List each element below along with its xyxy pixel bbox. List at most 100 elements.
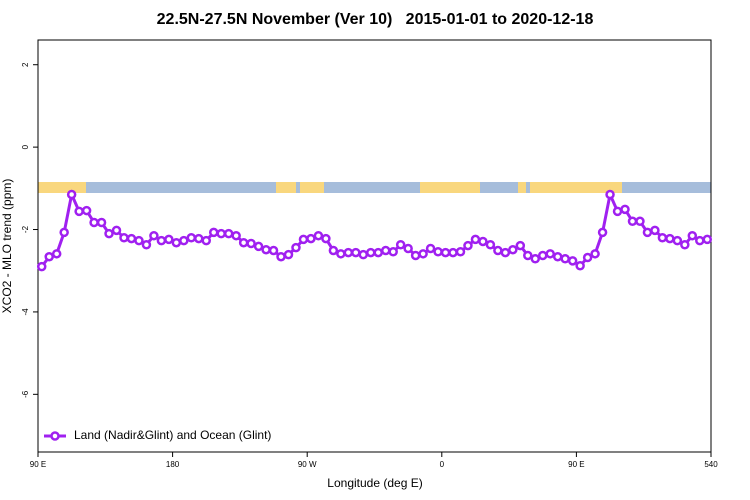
series — [36, 189, 713, 272]
y-axis-label: XCO2 - MLO trend (ppm) — [0, 179, 14, 314]
point — [567, 256, 578, 266]
land-patch — [420, 182, 480, 193]
point — [695, 235, 705, 246]
legend-entry: Land (Nadir&Glint) and Ocean (Glint) — [44, 428, 271, 442]
y-tick-label: 2 — [21, 62, 30, 67]
point — [358, 249, 369, 260]
y-tick-label: 0 — [21, 144, 30, 149]
point — [493, 245, 503, 256]
y-tick-label: -2 — [21, 225, 30, 233]
point — [687, 230, 698, 241]
point — [657, 233, 668, 243]
point — [680, 240, 690, 250]
land-patch — [38, 182, 86, 193]
point — [366, 247, 376, 258]
point — [141, 240, 152, 250]
point — [238, 237, 249, 248]
point — [164, 234, 174, 245]
point — [321, 233, 331, 244]
point — [96, 217, 107, 228]
point — [478, 236, 488, 247]
point — [485, 240, 496, 250]
point — [552, 251, 563, 262]
point — [403, 243, 413, 254]
point — [208, 227, 219, 238]
point — [612, 206, 623, 217]
point — [291, 242, 301, 253]
point — [523, 250, 533, 261]
point — [665, 233, 675, 244]
x-axis-label: Longitude (deg E) — [327, 476, 422, 490]
point — [702, 234, 713, 245]
point — [620, 204, 630, 215]
land-mask — [38, 182, 711, 193]
point — [253, 241, 264, 252]
point — [231, 230, 241, 241]
legend-marker — [50, 431, 60, 441]
point — [418, 249, 428, 259]
y-tick-label: -6 — [21, 390, 30, 398]
point — [463, 240, 473, 251]
x-tick-label: 540 — [704, 460, 718, 469]
point — [560, 254, 570, 264]
point — [440, 247, 451, 258]
point — [246, 238, 256, 249]
point — [351, 247, 361, 258]
point — [59, 227, 69, 238]
point — [410, 250, 421, 261]
point — [111, 225, 122, 236]
point — [306, 233, 316, 244]
point — [104, 228, 114, 239]
point — [283, 249, 294, 260]
point — [156, 235, 167, 246]
chart-title: 22.5N-27.5N November (Ver 10) 2015-01-01… — [157, 11, 594, 28]
point — [81, 205, 92, 216]
point — [201, 235, 211, 246]
point — [328, 245, 339, 256]
land-patch — [518, 182, 526, 193]
point — [179, 235, 189, 246]
point — [171, 237, 182, 248]
x-tick-label: 0 — [440, 460, 445, 469]
point — [635, 216, 645, 227]
point — [336, 249, 346, 259]
point — [343, 247, 354, 258]
point — [36, 261, 47, 272]
x-tick-label: 90 E — [568, 460, 584, 469]
legend-label: Land (Nadir&Glint) and Ocean (Glint) — [74, 428, 271, 442]
land-patch — [530, 182, 622, 193]
x-tick-label: 180 — [166, 460, 180, 469]
point — [216, 228, 226, 239]
point — [575, 261, 585, 271]
point — [605, 189, 615, 200]
point — [508, 244, 518, 255]
point — [134, 235, 144, 246]
point — [74, 206, 84, 217]
point — [313, 230, 324, 241]
point — [500, 247, 511, 258]
point — [276, 251, 286, 262]
point — [545, 249, 555, 259]
point — [126, 233, 137, 244]
point — [650, 225, 660, 236]
point — [261, 244, 271, 255]
x-tick-label: 90 W — [298, 460, 317, 469]
point — [380, 245, 391, 256]
plot-frame — [37, 39, 712, 453]
point — [425, 243, 436, 254]
x-tick-label: 90 E — [30, 460, 46, 469]
point — [268, 245, 279, 256]
point — [642, 227, 653, 238]
y-tick-label: -4 — [21, 308, 30, 316]
point — [590, 249, 600, 259]
point — [298, 234, 309, 245]
point — [223, 228, 234, 239]
point — [530, 254, 541, 264]
point — [194, 233, 204, 244]
point — [186, 233, 197, 243]
point — [388, 247, 398, 257]
point — [538, 250, 548, 261]
point — [395, 240, 406, 250]
point — [51, 249, 62, 259]
